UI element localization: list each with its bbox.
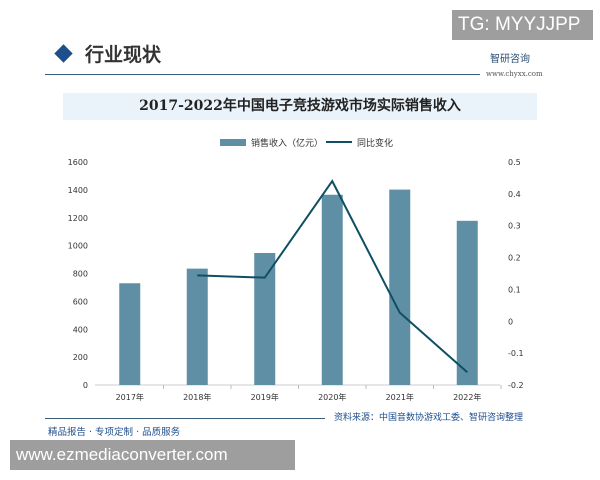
chart-title: 2017-2022年中国电子竞技游戏市场实际销售收入 (139, 98, 461, 114)
x-tick: 2020年 (318, 392, 346, 402)
legend-bar-swatch (220, 139, 246, 146)
tg-overlay: TG: MYYJJPP (452, 10, 593, 40)
y-right-tick: 0.2 (508, 254, 521, 263)
y-left-tick: 1000 (68, 242, 88, 251)
x-tick: 2019年 (251, 392, 279, 402)
x-tick: 2021年 (386, 392, 414, 402)
bar (186, 268, 208, 385)
legend-bar-label: 销售收入（亿元） (251, 137, 323, 149)
y-right-tick: -0.2 (508, 381, 524, 390)
y-left-tick: 200 (73, 353, 88, 362)
brand-logo: 智研咨询 (490, 54, 530, 65)
watermark-overlay: www.ezmediaconverter.com (10, 440, 295, 470)
slogan: 精品报告 · 专项定制 · 品质服务 (48, 427, 181, 438)
y-right-tick: 0 (508, 317, 513, 326)
y-right-tick: 0.5 (508, 158, 521, 167)
bar (119, 283, 141, 385)
y-left-tick: 0 (83, 381, 88, 390)
bar (254, 253, 276, 385)
y-left-tick: 1400 (68, 186, 88, 195)
y-right-tick: 0.4 (508, 190, 521, 199)
y-right-tick: -0.1 (508, 349, 524, 358)
divider (45, 74, 480, 75)
x-tick: 2017年 (116, 392, 144, 402)
y-right-tick: 0.1 (508, 285, 521, 294)
section-title: 行业现状 (85, 44, 162, 66)
title-band (63, 93, 537, 120)
brand-url: www.chyxx.com (486, 70, 543, 78)
bar (321, 194, 343, 385)
bar (456, 220, 478, 385)
y-left-tick: 1600 (68, 158, 88, 167)
x-tick: 2022年 (453, 392, 481, 402)
legend-line-label: 同比变化 (357, 137, 393, 149)
footer-divider (45, 418, 325, 419)
y-left-tick: 1200 (68, 214, 88, 223)
legend: 销售收入（亿元） 同比变化 (220, 137, 393, 149)
y-left-tick: 400 (73, 325, 88, 334)
y-left-tick: 600 (73, 297, 88, 306)
y-left-tick: 800 (73, 270, 88, 279)
y-right-tick: 0.3 (508, 222, 521, 231)
bar (389, 189, 411, 385)
x-tick: 2018年 (183, 392, 211, 402)
source-note: 资料来源：中国音数协游戏工委、智研咨询整理 (334, 413, 524, 423)
